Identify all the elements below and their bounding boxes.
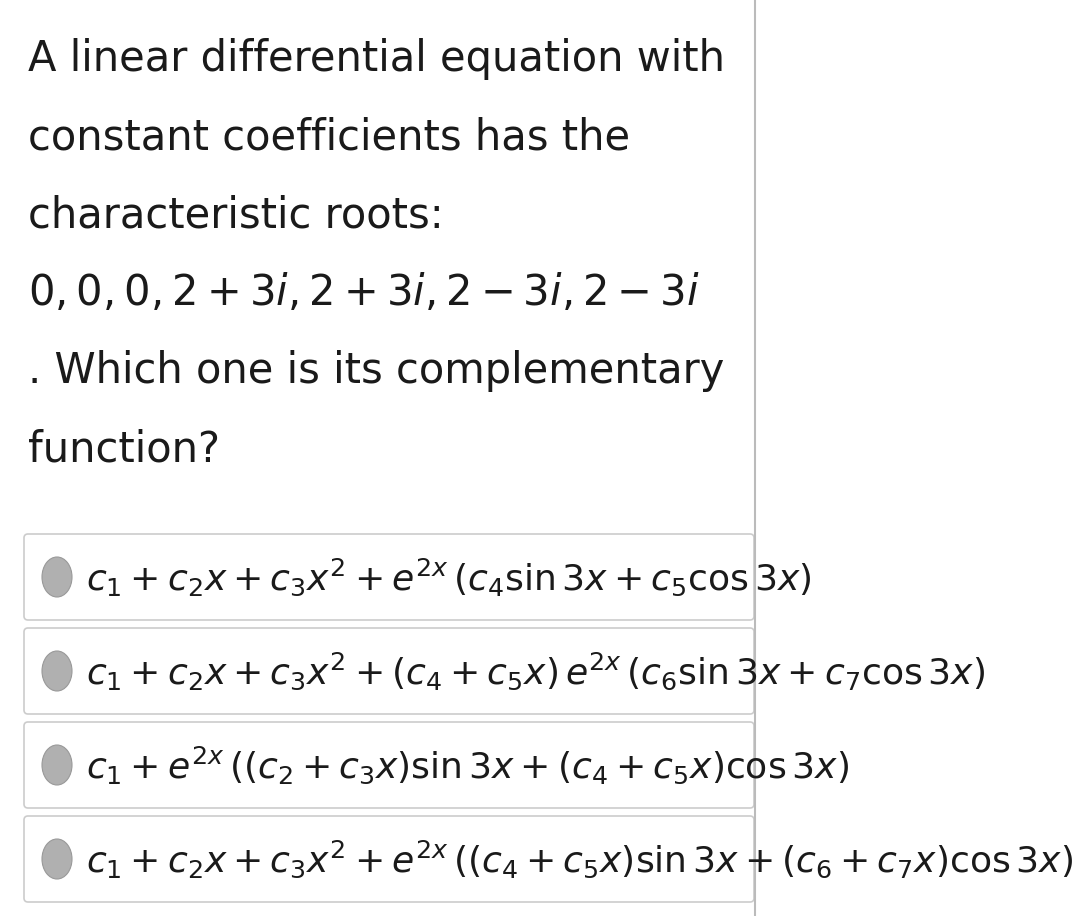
Text: $c_1 + c_2 x + c_3 x^2 + e^{2x}\, (c_4 \sin 3x + c_5 \cos 3x)$: $c_1 + c_2 x + c_3 x^2 + e^{2x}\, (c_4 \… — [86, 556, 811, 598]
Text: $c_1 + e^{2x}\, ((c_2 + c_3 x) \sin 3x + (c_4 + c_5 x) \cos 3x)$: $c_1 + e^{2x}\, ((c_2 + c_3 x) \sin 3x +… — [86, 744, 849, 786]
FancyBboxPatch shape — [24, 628, 754, 714]
FancyBboxPatch shape — [24, 534, 754, 620]
Text: $c_1 + c_2 x + c_3 x^2 + e^{2x}\, ((c_4 + c_5 x) \sin 3x + (c_6 + c_7 x) \cos 3x: $c_1 + c_2 x + c_3 x^2 + e^{2x}\, ((c_4 … — [86, 838, 1074, 879]
Text: characteristic roots:: characteristic roots: — [28, 194, 444, 236]
Text: $0, 0, 0, 2 + 3i, 2 + 3i, 2 - 3i, 2 - 3i$: $0, 0, 0, 2 + 3i, 2 + 3i, 2 - 3i, 2 - 3i… — [28, 272, 700, 314]
FancyBboxPatch shape — [24, 722, 754, 808]
Ellipse shape — [42, 651, 72, 691]
Text: constant coefficients has the: constant coefficients has the — [28, 116, 630, 158]
Text: $c_1 + c_2 x + c_3 x^2 + (c_4 + c_5 x)\, e^{2x}\, (c_6 \sin 3x + c_7 \cos 3x)$: $c_1 + c_2 x + c_3 x^2 + (c_4 + c_5 x)\,… — [86, 650, 985, 692]
Ellipse shape — [42, 557, 72, 597]
Text: . Which one is its complementary: . Which one is its complementary — [28, 350, 725, 392]
Ellipse shape — [42, 839, 72, 879]
Ellipse shape — [42, 745, 72, 785]
FancyBboxPatch shape — [24, 816, 754, 902]
Text: A linear differential equation with: A linear differential equation with — [28, 38, 725, 80]
Text: function?: function? — [28, 428, 220, 470]
